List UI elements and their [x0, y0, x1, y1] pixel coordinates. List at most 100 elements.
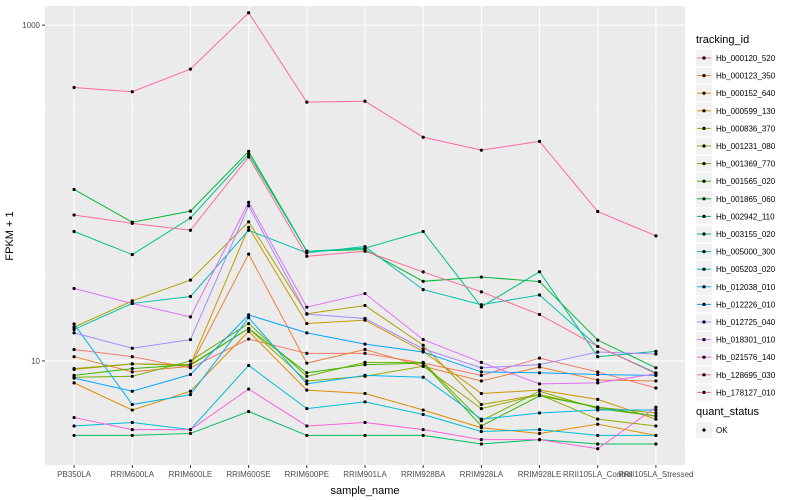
- data-point: [72, 331, 76, 335]
- data-point: [421, 428, 425, 432]
- data-point: [479, 373, 483, 378]
- data-point: [72, 433, 76, 438]
- data-point: [654, 424, 658, 428]
- data-point: [305, 312, 309, 316]
- data-point: [596, 355, 600, 359]
- data-point: [305, 433, 309, 438]
- data-point: [596, 209, 600, 214]
- data-point: [72, 286, 76, 291]
- legend-key-point: [702, 302, 706, 306]
- y-axis-title: FPKM + 1: [4, 211, 16, 260]
- data-point: [537, 356, 542, 360]
- data-point: [363, 420, 367, 425]
- data-point: [130, 221, 134, 225]
- data-point: [188, 372, 193, 377]
- legend-key-point: [702, 232, 706, 236]
- data-point: [479, 366, 483, 370]
- data-point: [537, 312, 542, 317]
- data-point: [596, 372, 600, 377]
- data-point: [537, 270, 542, 274]
- data-point: [654, 372, 658, 376]
- y-axis-ticks: 10 1000: [22, 21, 45, 366]
- data-point: [72, 355, 76, 359]
- legend-key-point: [702, 355, 706, 359]
- legend-key-point: [702, 197, 706, 201]
- data-point: [247, 337, 251, 341]
- legend-key-point: [702, 390, 706, 394]
- x-tick-label: RRIM600SE: [226, 470, 270, 479]
- data-point: [72, 229, 76, 234]
- data-point: [130, 420, 134, 425]
- data-point: [305, 407, 309, 411]
- data-point: [421, 135, 425, 139]
- data-point: [537, 279, 542, 284]
- data-point: [305, 382, 309, 386]
- data-point: [596, 344, 600, 349]
- data-point: [596, 405, 600, 409]
- data-point: [72, 373, 76, 378]
- data-point: [305, 254, 309, 258]
- legend-key-point: [702, 126, 706, 130]
- data-point: [363, 99, 367, 103]
- data-point: [537, 371, 542, 375]
- data-point: [188, 393, 193, 397]
- data-point: [479, 429, 483, 434]
- legend-key-point: [702, 162, 706, 166]
- data-point: [363, 342, 367, 346]
- data-point: [247, 220, 251, 224]
- data-point: [654, 349, 658, 353]
- data-point: [363, 400, 367, 404]
- data-point: [130, 389, 134, 393]
- data-point: [363, 433, 367, 438]
- data-point: [305, 331, 309, 335]
- data-point: [188, 428, 193, 432]
- data-point: [479, 438, 483, 442]
- data-point: [654, 366, 658, 370]
- data-point: [130, 252, 134, 257]
- data-point: [596, 417, 600, 421]
- data-point: [130, 299, 134, 303]
- data-point: [130, 433, 134, 438]
- data-point: [188, 278, 193, 282]
- data-point: [596, 378, 600, 382]
- data-point: [130, 301, 134, 306]
- quant-status-legend-title: quant_status: [696, 406, 759, 418]
- data-point: [130, 362, 134, 366]
- data-point: [654, 234, 658, 238]
- data-point: [305, 361, 309, 365]
- data-point: [130, 355, 134, 359]
- data-point: [421, 375, 425, 379]
- x-axis-title: sample_name: [330, 485, 399, 497]
- data-point: [72, 376, 76, 380]
- data-point: [479, 442, 483, 446]
- data-point: [247, 313, 251, 317]
- legend-label: Hb_000836_370: [716, 124, 776, 133]
- data-point: [596, 350, 600, 354]
- data-point: [596, 433, 600, 438]
- data-point: [247, 363, 251, 368]
- data-point: [247, 204, 251, 208]
- data-point: [537, 411, 542, 415]
- data-point: [247, 321, 251, 326]
- data-point: [247, 200, 251, 204]
- data-point: [479, 402, 483, 407]
- data-point: [421, 270, 425, 274]
- data-point: [72, 325, 76, 329]
- data-point: [130, 374, 134, 378]
- data-point: [247, 149, 251, 153]
- data-point: [537, 365, 542, 369]
- data-point: [305, 251, 309, 255]
- data-point: [363, 360, 367, 365]
- x-tick-label: RRIM928LE: [518, 470, 562, 479]
- data-point: [188, 67, 193, 71]
- legend-key-point: [702, 74, 706, 78]
- data-point: [247, 152, 251, 156]
- data-point: [247, 329, 251, 333]
- data-point: [654, 417, 658, 421]
- data-point: [363, 244, 367, 249]
- x-tick-label: RRII105LA_Stressed: [618, 470, 693, 479]
- data-point: [72, 85, 76, 90]
- legend-label: Hb_000120_520: [716, 54, 776, 63]
- data-point: [421, 288, 425, 292]
